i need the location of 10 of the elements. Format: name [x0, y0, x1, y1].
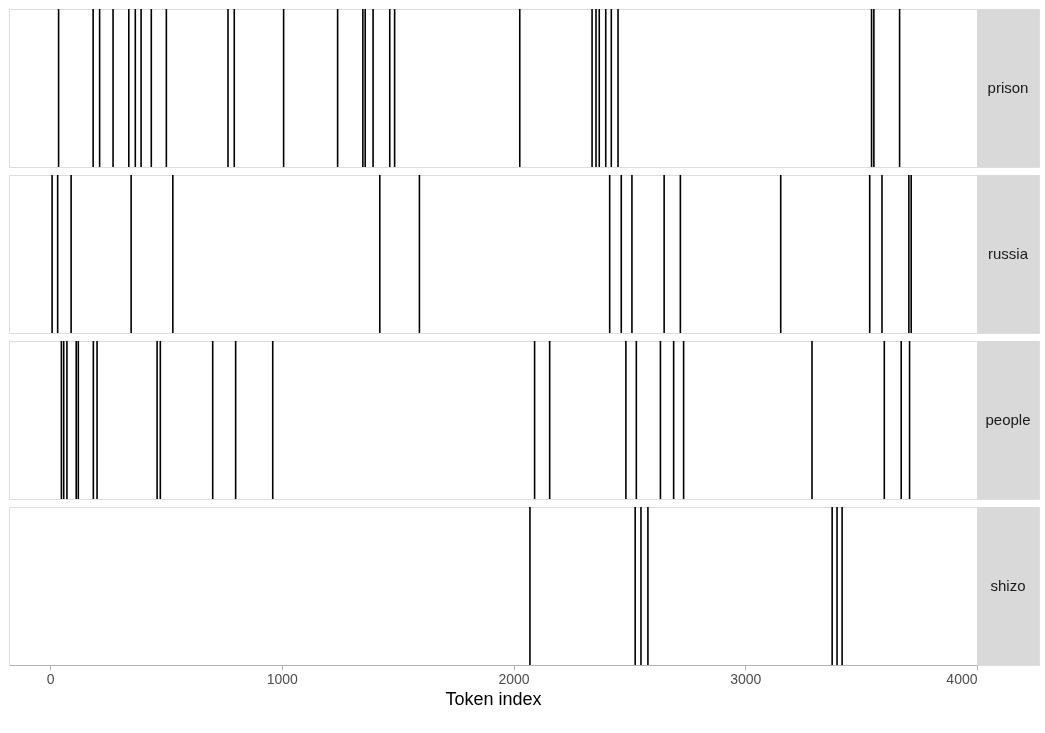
x-axis-title: Token index	[445, 688, 542, 709]
text: people	[985, 411, 1031, 428]
x-tick-label: 0	[46, 670, 55, 687]
x-tick-label: 4000	[946, 670, 978, 687]
text: prison	[987, 79, 1029, 96]
text: russia	[987, 245, 1029, 262]
text: shizo	[990, 577, 1026, 594]
x-tick-label: 2000	[498, 670, 530, 687]
x-tick-label: 3000	[730, 670, 762, 687]
x-tick-label: 1000	[266, 670, 299, 687]
